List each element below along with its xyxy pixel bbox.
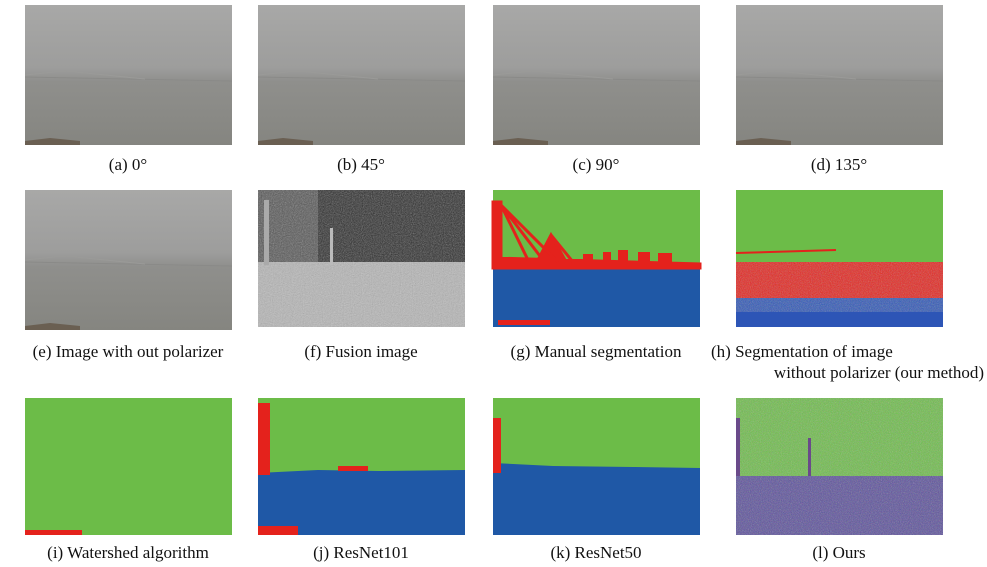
caption: (e) Image with out polarizer: [33, 342, 224, 361]
caption: (j) ResNet101: [313, 543, 409, 562]
caption: (d) 135°: [811, 155, 867, 174]
caption: without polarizer (our method): [774, 363, 984, 382]
segmentation-image: [736, 398, 943, 535]
figure: (a) 0° (b) 45° (c) 90° (d) 135° (e) Imag…: [0, 0, 987, 567]
caption: (k) ResNet50: [550, 543, 641, 562]
photo: [25, 190, 232, 330]
photo: [493, 5, 700, 145]
caption: (h) Segmentation of image: [711, 342, 893, 361]
photo: [736, 5, 943, 145]
caption: (g) Manual segmentation: [511, 342, 682, 361]
segmentation-image: [493, 398, 700, 535]
caption: (l) Ours: [812, 543, 865, 562]
caption: (b) 45°: [337, 155, 385, 174]
caption: (i) Watershed algorithm: [47, 543, 209, 562]
segmentation-image: [25, 398, 232, 535]
photo: [25, 5, 232, 145]
caption: (a) 0°: [109, 155, 147, 174]
segmentation-image: [258, 398, 465, 535]
caption: (f) Fusion image: [304, 342, 417, 361]
fusion-image: [258, 190, 465, 327]
caption: (c) 90°: [573, 155, 620, 174]
segmentation-image: [736, 190, 943, 327]
photo: [258, 5, 465, 145]
segmentation-image: [493, 190, 700, 327]
